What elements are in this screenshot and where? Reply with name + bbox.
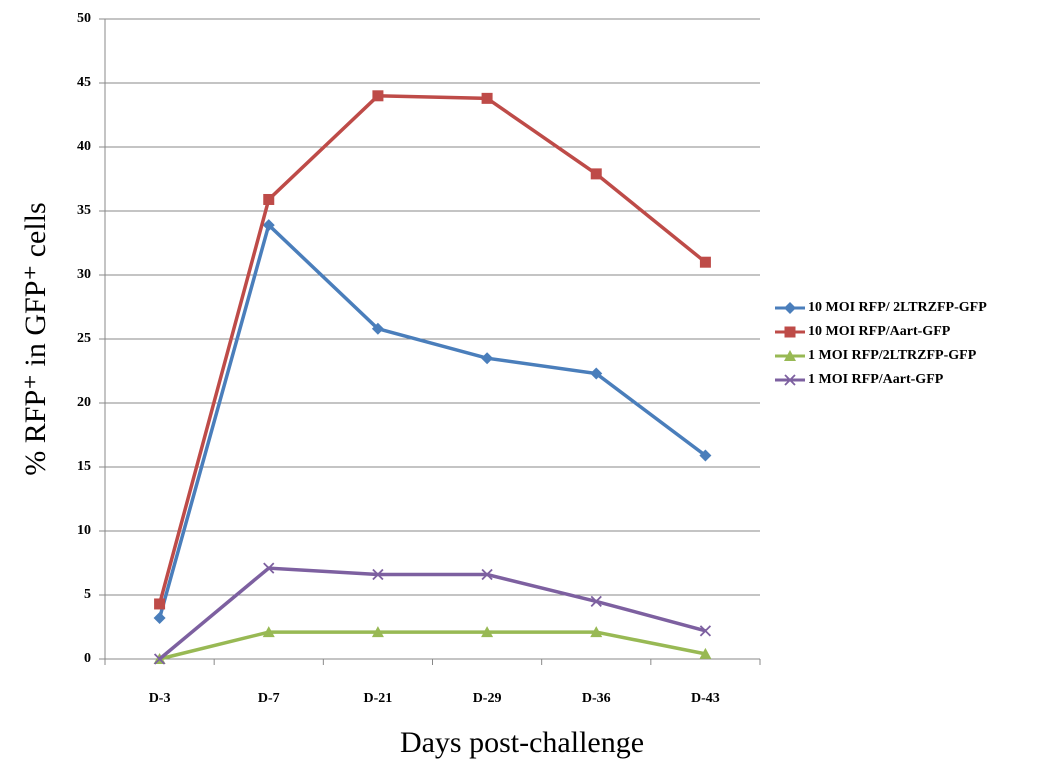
marker xyxy=(784,302,796,314)
legend-label: 10 MOI RFP/Aart-GFP xyxy=(808,324,951,339)
marker xyxy=(154,598,165,609)
marker xyxy=(591,168,602,179)
series-line xyxy=(160,225,706,618)
marker xyxy=(785,327,796,338)
y-tick-label: 45 xyxy=(77,75,91,90)
y-tick-label: 35 xyxy=(77,203,91,218)
series-line xyxy=(160,96,706,604)
x-tick-label: D-29 xyxy=(473,691,502,706)
legend-label: 1 MOI RFP/2LTRZFP-GFP xyxy=(808,348,977,363)
marker xyxy=(700,257,711,268)
x-tick-label: D-7 xyxy=(258,691,280,706)
marker xyxy=(482,93,493,104)
y-tick-label: 30 xyxy=(77,267,91,282)
y-axis-label: % RFP⁺ in GFP⁺ cells xyxy=(19,202,52,475)
y-tick-label: 40 xyxy=(77,139,91,154)
legend-label: 10 MOI RFP/ 2LTRZFP-GFP xyxy=(808,300,987,315)
y-tick-label: 10 xyxy=(77,523,91,538)
marker xyxy=(263,194,274,205)
x-tick-label: D-3 xyxy=(149,691,171,706)
legend-label: 1 MOI RFP/Aart-GFP xyxy=(808,372,944,387)
y-tick-label: 15 xyxy=(77,459,91,474)
y-tick-label: 20 xyxy=(77,395,91,410)
series-line xyxy=(160,632,706,659)
y-tick-label: 5 xyxy=(84,587,91,602)
marker xyxy=(481,352,493,364)
y-tick-label: 0 xyxy=(84,651,91,666)
marker xyxy=(154,612,166,624)
marker xyxy=(372,90,383,101)
y-tick-label: 50 xyxy=(77,11,91,26)
series-line xyxy=(160,568,706,659)
y-tick-label: 25 xyxy=(77,331,91,346)
x-tick-label: D-21 xyxy=(364,691,393,706)
x-axis-label: Days post-challenge xyxy=(400,726,644,759)
chart: Days post-challenge % RFP⁺ in GFP⁺ cells… xyxy=(0,0,1055,774)
x-tick-label: D-36 xyxy=(582,691,611,706)
x-tick-label: D-43 xyxy=(691,691,720,706)
